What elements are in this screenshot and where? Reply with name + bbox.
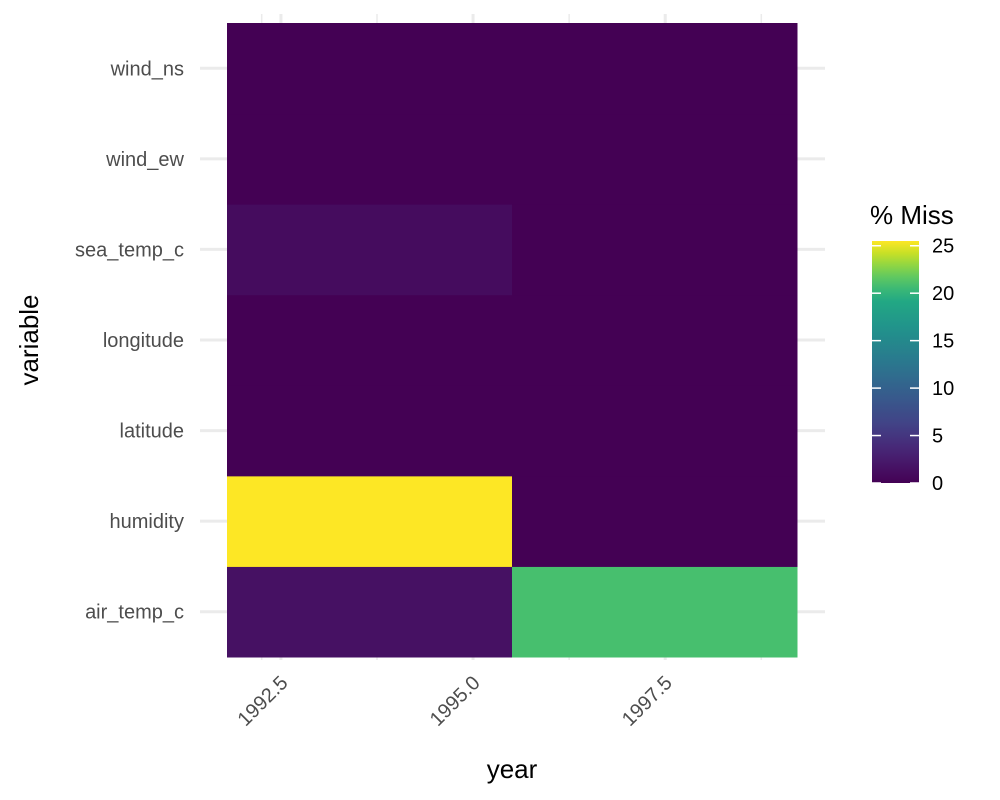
tile-longitude-bin-1 — [227, 294, 513, 386]
y-axis-title: variable — [14, 294, 44, 385]
tile-latitude-bin-2 — [512, 385, 798, 477]
tile-wind_ew-bin-1 — [227, 113, 513, 205]
legend-title: % Miss — [870, 200, 954, 230]
tile-humidity-bin-1 — [227, 475, 513, 567]
tile-humidity-bin-2 — [512, 475, 798, 567]
tile-air_temp_c-bin-2 — [512, 566, 798, 658]
legend-ticks: 0 5 10 15 20 25 — [872, 236, 954, 495]
tile-sea_temp_c-bin-1 — [227, 204, 513, 296]
legend-tick-label-25: 25 — [932, 236, 954, 258]
x-axis-title: year — [487, 754, 538, 784]
legend-tick-label-20: 20 — [932, 283, 954, 305]
y-tick-label-humidity: humidity — [110, 511, 184, 533]
legend-tick-label-5: 5 — [932, 426, 943, 448]
tile-air_temp_c-bin-1 — [227, 566, 513, 658]
y-tick-label-longitude: longitude — [103, 330, 184, 352]
x-axis-tick-labels: 1992.5 1995.0 1997.5 — [234, 672, 677, 731]
color-legend: % Miss 0 5 10 15 20 25 — [870, 200, 954, 495]
tile-longitude-bin-2 — [512, 294, 798, 386]
y-tick-label-wind_ns: wind_ns — [110, 58, 184, 80]
legend-colorbar — [872, 241, 919, 483]
legend-tick-label-0: 0 — [932, 473, 943, 495]
x-tick-label-1992.5: 1992.5 — [234, 672, 293, 731]
y-tick-label-sea_temp_c: sea_temp_c — [75, 239, 184, 261]
y-tick-label-air_temp_c: air_temp_c — [85, 602, 184, 624]
y-tick-label-wind_ew: wind_ew — [105, 149, 184, 171]
tile-sea_temp_c-bin-2 — [512, 204, 798, 296]
tile-wind_ns-bin-1 — [227, 23, 513, 115]
y-axis-tick-labels: air_temp_c humidity latitude longitude sea_t… — [75, 58, 185, 623]
legend-tick-label-10: 10 — [932, 378, 954, 400]
x-tick-label-1995.0: 1995.0 — [426, 672, 485, 731]
tile-latitude-bin-1 — [227, 385, 513, 477]
tile-wind_ns-bin-2 — [512, 23, 798, 115]
legend-tick-label-15: 15 — [932, 331, 954, 353]
heatmap-tiles — [227, 23, 798, 658]
tile-wind_ew-bin-2 — [512, 113, 798, 205]
x-tick-label-1997.5: 1997.5 — [618, 672, 677, 731]
y-tick-label-latitude: latitude — [120, 421, 185, 443]
